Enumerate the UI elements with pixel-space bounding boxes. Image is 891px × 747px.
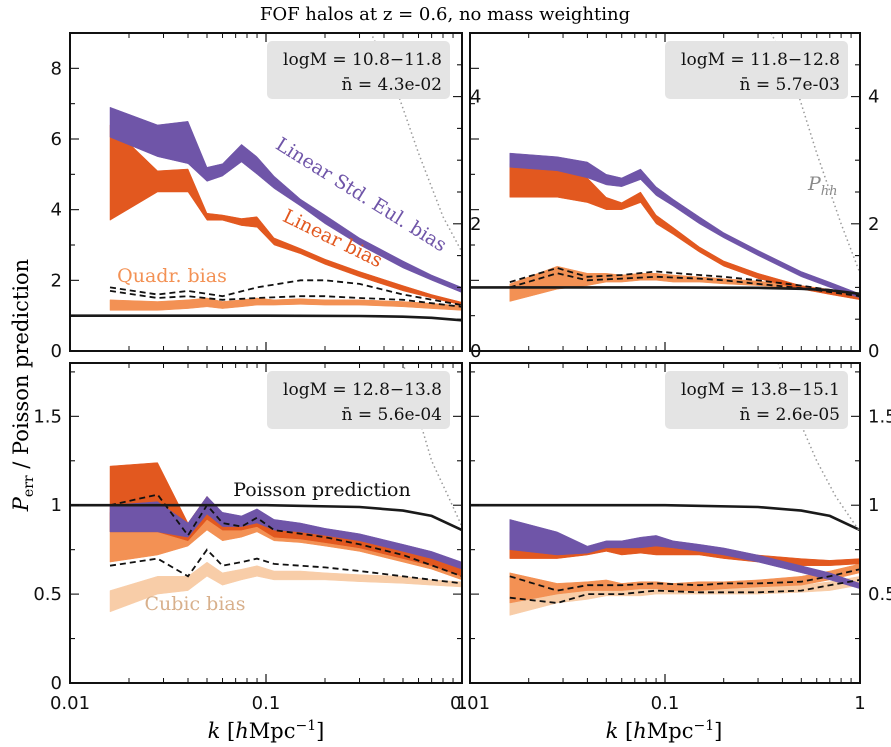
number-density-label: n̄ = 2.6e-05 (740, 405, 840, 425)
svg-text:k [hMpc−1]: k [hMpc−1] (606, 718, 723, 743)
label-quadr-bias: Quadr. bias (117, 265, 227, 287)
y-tick-label: 1 (51, 495, 62, 516)
y-tick-label: 1.5 (33, 406, 62, 427)
right-y-tick-label: 4 (470, 87, 481, 108)
y-axis-title: Perr / Poisson prediction (9, 259, 37, 512)
x-tick-label: 0.01 (450, 693, 490, 714)
quadr-bias-band (109, 297, 462, 311)
chart-title: FOF halos at z = 0.6, no mass weighting (260, 4, 630, 25)
linear-std-eul-bias-band (509, 152, 860, 299)
x-tick-label: 1 (456, 693, 467, 714)
label-cubic-bias: Cubic bias (144, 593, 245, 615)
right-y-tick-label: 0 (868, 341, 879, 362)
panel-3: 0.01 0.1 1 0 0.5 1 1.5 logM = 12.8−13.8 n̄ = 5.6… (33, 362, 468, 714)
dashed-upper-line (109, 493, 462, 578)
y-tick-label: 2 (51, 270, 62, 291)
phh-line (371, 36, 462, 253)
x-axis-title-right: k [hMpc−1] (606, 718, 723, 743)
right-y-tick-label: 1.5 (868, 406, 891, 427)
right-y-tick-label: 1 (868, 495, 879, 516)
x-tick-label: 0.1 (651, 693, 680, 714)
linear-std-eul-bias-band (109, 495, 462, 570)
poisson-prediction-line (470, 286, 860, 296)
mass-range-label: logM = 13.8−15.1 (681, 380, 840, 400)
dashed-upper-line (509, 568, 860, 592)
label-phh: Phh (807, 173, 838, 199)
info-box (267, 41, 450, 99)
panel-4: 0.01 0.1 1 0.5 1 1.5 logM = 13.8−15.1 n̄ = 2.6e… (450, 362, 891, 714)
panel-2: 0 2 4 logM = 11.8−12.8 n̄ = 5.7e-03 (469, 32, 879, 362)
mass-range-label: logM = 12.8−13.8 (283, 380, 442, 400)
info-box (665, 371, 848, 429)
x-axis-title-left: k [hMpc−1] (208, 718, 325, 743)
y-tick-label: 8 (51, 58, 62, 79)
plot-area (70, 36, 462, 322)
y-tick-label: 0 (51, 341, 62, 362)
poisson-prediction-line (470, 503, 860, 532)
linear-bias-band (509, 163, 860, 301)
linear-std-eul-bias-band (509, 519, 860, 590)
number-density-label: n̄ = 5.6e-04 (342, 405, 442, 425)
cubic-bias-band (109, 561, 462, 613)
svg-text:k [hMpc−1]: k [hMpc−1] (208, 718, 325, 743)
plot-area (470, 363, 860, 616)
linear-bias-band (109, 124, 462, 306)
right-y-tick-label: 0.5 (868, 584, 891, 605)
y-tick-label: 0 (51, 673, 62, 694)
dashed-upper-line (509, 267, 860, 296)
linear-std-eul-bias-band (109, 106, 462, 293)
number-density-label: n̄ = 4.3e-02 (342, 75, 442, 95)
label-linear-std-eul-bias: Linear Std. Eul. bias (272, 133, 451, 256)
dashed-lower-line (109, 548, 462, 585)
number-density-label: n̄ = 5.7e-03 (740, 75, 840, 95)
info-box (267, 371, 450, 429)
x-tick-label: 1 (854, 693, 865, 714)
quadr-bias-band (509, 265, 860, 302)
quadr-bias-band (509, 563, 860, 604)
mass-range-label: logM = 10.8−11.8 (283, 50, 442, 70)
right-y-tick-label: 2 (470, 214, 481, 235)
right-y-tick-label: 4 (868, 87, 879, 108)
right-y-tick-label: 2 (868, 214, 879, 235)
dashed-upper-line (109, 279, 462, 306)
y-tick-label: 6 (51, 129, 62, 150)
y-tick-label: 4 (51, 200, 62, 221)
poisson-prediction-line (70, 314, 462, 322)
svg-text:Perr / Poisson prediction: Perr / Poisson prediction (9, 259, 37, 512)
x-tick-label: 0.1 (252, 693, 281, 714)
dashed-lower-line (509, 579, 860, 604)
dashed-lower-line (509, 272, 860, 298)
info-box (665, 41, 848, 99)
y-tick-label: 0.5 (33, 584, 62, 605)
poisson-prediction-line (70, 503, 462, 532)
label-poisson-prediction: Poisson prediction (233, 479, 411, 501)
x-tick-label: 0.01 (50, 693, 90, 714)
dashed-lower-line (109, 290, 462, 308)
mass-range-label: logM = 11.8−12.8 (681, 50, 840, 70)
